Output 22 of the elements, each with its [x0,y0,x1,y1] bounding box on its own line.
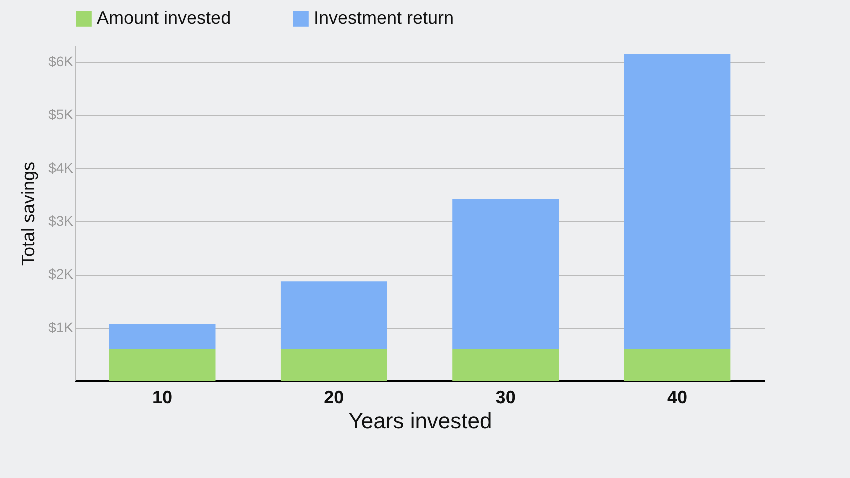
bar [452,349,560,381]
y-tick-label: $5K [48,106,74,123]
x-tick-label: 20 [324,388,344,408]
y-tick-label: $4K [48,160,74,176]
y-tick-label: $2K [48,266,74,282]
y-tick-label: $3K [48,212,74,229]
x-tick-label: 30 [496,388,516,408]
y-tick-label: $6K [48,53,74,70]
y-tick-label: $1K [48,319,74,336]
bar [109,324,216,350]
y-axis-title: Total savings [18,162,39,266]
legend-label: Amount invested [97,8,232,28]
bar [280,349,388,381]
bar [624,349,731,381]
bar [280,282,388,350]
bar [452,199,560,350]
bar [624,54,731,350]
x-axis-title: Years invested [348,408,492,434]
legend-label: Investment return [314,8,454,28]
bar [109,349,216,381]
x-tick-label: 10 [152,388,173,408]
x-tick-label: 40 [667,388,688,408]
